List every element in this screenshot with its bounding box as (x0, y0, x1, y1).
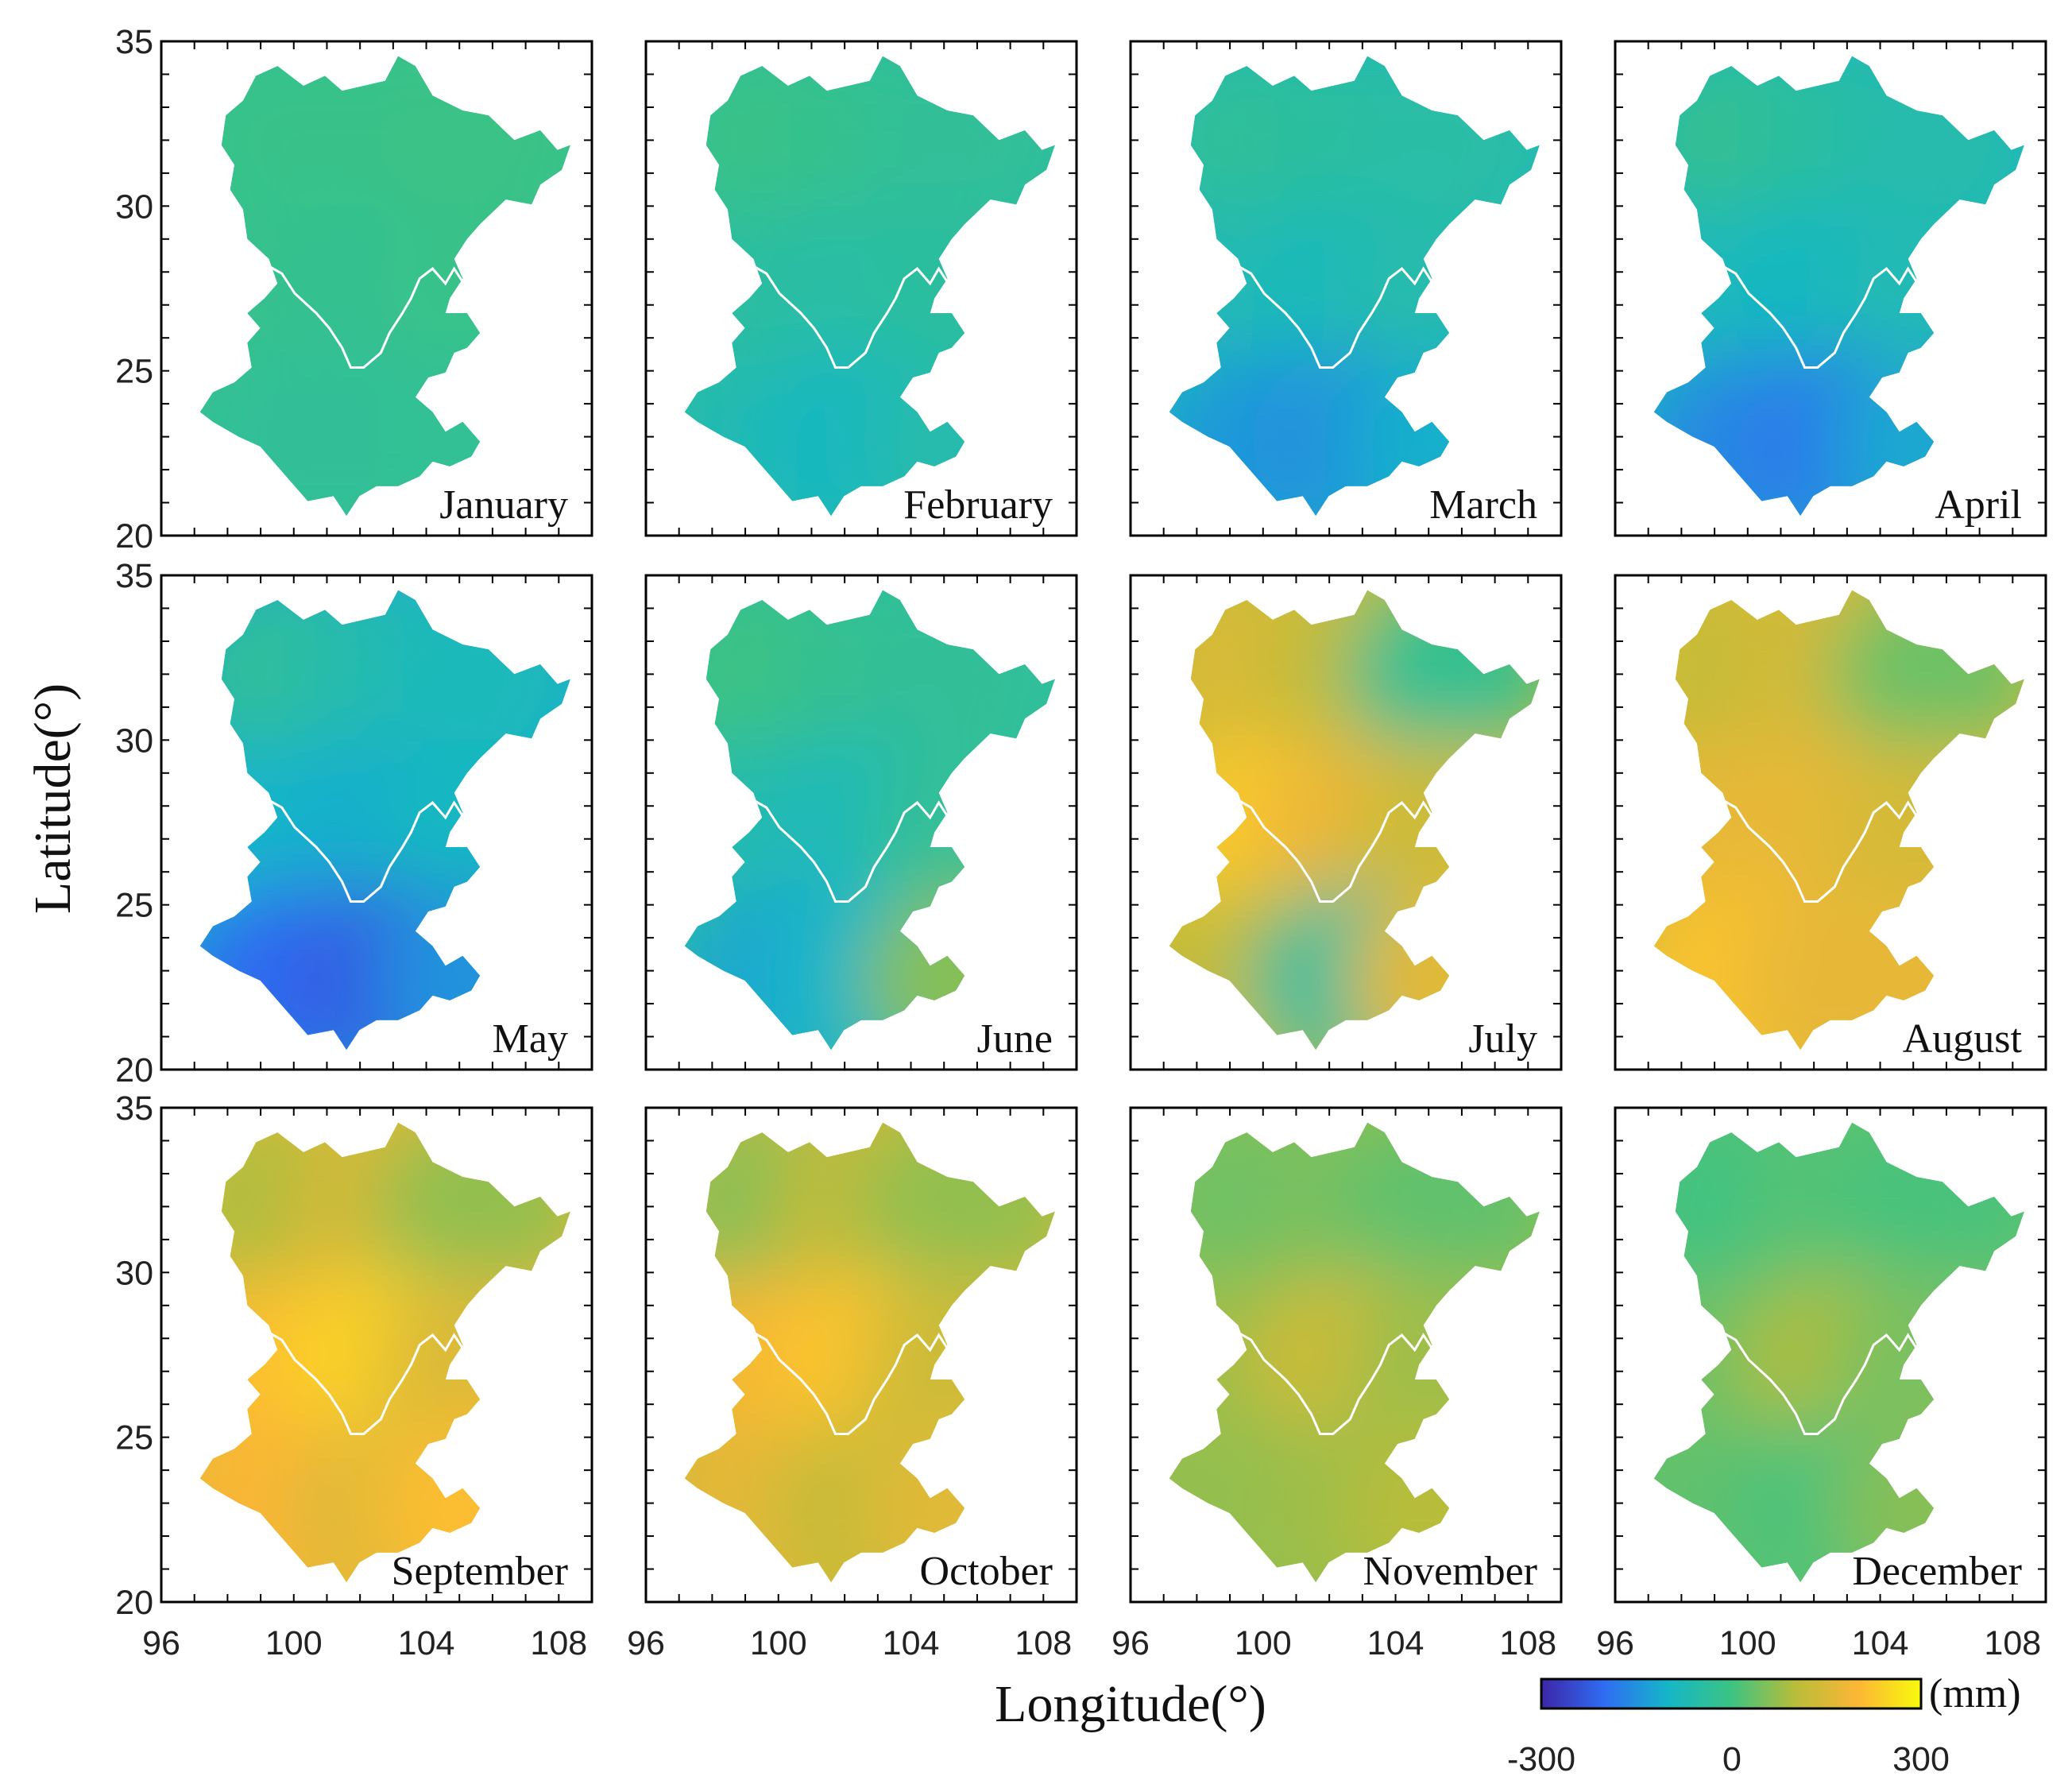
panel-november: November (1129, 1106, 1563, 1604)
x-tick-label: 96 (1596, 1624, 1634, 1662)
panel-february: February (644, 40, 1078, 537)
month-label: September (392, 1549, 568, 1594)
x-tick-label: 96 (1111, 1624, 1150, 1662)
x-tick-label: 100 (1719, 1624, 1776, 1662)
province-boundary (254, 795, 481, 903)
month-label: March (1429, 482, 1537, 528)
province-boundary (1223, 795, 1450, 903)
month-label: June (977, 1016, 1053, 1062)
month-label: July (1468, 1016, 1537, 1062)
y-tick-label: 30 (115, 722, 153, 760)
colorbar-mid-label: 0 (1722, 1740, 1741, 1778)
province-boundary (739, 1328, 965, 1435)
x-tick-label: 96 (142, 1624, 180, 1662)
x-tick-label: 108 (530, 1624, 587, 1662)
month-label: January (439, 482, 568, 528)
x-tick-label: 100 (265, 1624, 323, 1662)
colorbar: (mm) -300 0 300 (1507, 1671, 2021, 1778)
month-label: February (903, 482, 1053, 528)
colorbar-max-label: 300 (1892, 1740, 1950, 1778)
x-tick-label: 108 (1015, 1624, 1072, 1662)
province-boundary (254, 261, 481, 369)
x-tick-label: 104 (883, 1624, 940, 1662)
x-tick-label: 104 (398, 1624, 455, 1662)
y-tick-label: 25 (115, 887, 153, 925)
province-boundary (739, 261, 965, 369)
colorbar-gradient (1540, 1677, 1923, 1710)
month-label: November (1363, 1549, 1537, 1594)
y-tick-label: 20 (115, 517, 153, 555)
y-tick-label: 25 (115, 353, 153, 391)
panel-april: April (1614, 40, 2047, 537)
panel-october: October (644, 1106, 1078, 1604)
x-tick-label: 96 (627, 1624, 665, 1662)
province-boundary (1708, 261, 1935, 369)
province-boundary (1223, 1328, 1450, 1435)
x-tick-label: 100 (750, 1624, 807, 1662)
panel-march: March (1129, 40, 1563, 537)
x-tick-label: 104 (1367, 1624, 1424, 1662)
panel-august: August (1614, 574, 2047, 1071)
province-boundary (1708, 795, 1935, 903)
y-tick-label: 25 (115, 1419, 153, 1457)
x-tick-label: 104 (1852, 1624, 1909, 1662)
panel-january: January (160, 40, 593, 537)
x-tick-label: 108 (1984, 1624, 2041, 1662)
colorbar-unit: (mm) (1929, 1671, 2021, 1716)
panel-grid: January February March April May June July Augu… (160, 40, 2047, 1604)
panel-september: September (160, 1106, 593, 1604)
month-label: August (1903, 1016, 2023, 1062)
y-tick-label: 35 (115, 23, 153, 61)
province-boundary (1223, 261, 1450, 369)
x-axis-title: Longitude(°) (995, 1675, 1266, 1733)
panel-june: June (644, 574, 1078, 1071)
y-axis-title: Latitude(°) (24, 683, 82, 914)
y-tick-label: 30 (115, 1254, 153, 1292)
month-label: April (1935, 482, 2022, 528)
panel-july: July (1129, 574, 1563, 1071)
month-label: October (920, 1549, 1053, 1594)
month-label: May (493, 1016, 568, 1062)
province-boundary (1708, 1328, 1935, 1435)
y-tick-label: 20 (115, 1051, 153, 1089)
month-label: December (1852, 1549, 2022, 1594)
y-tick-label: 20 (115, 1584, 153, 1622)
province-boundary (254, 1328, 481, 1435)
province-boundary (739, 795, 965, 903)
y-tick-label: 35 (115, 1089, 153, 1128)
y-tick-label: 30 (115, 188, 153, 226)
y-tick-label: 35 (115, 557, 153, 595)
panel-december: December (1614, 1106, 2047, 1604)
x-tick-label: 100 (1235, 1624, 1292, 1662)
panel-may: May (160, 574, 593, 1071)
x-tick-label: 108 (1499, 1624, 1556, 1662)
colorbar-min-label: -300 (1507, 1740, 1575, 1778)
